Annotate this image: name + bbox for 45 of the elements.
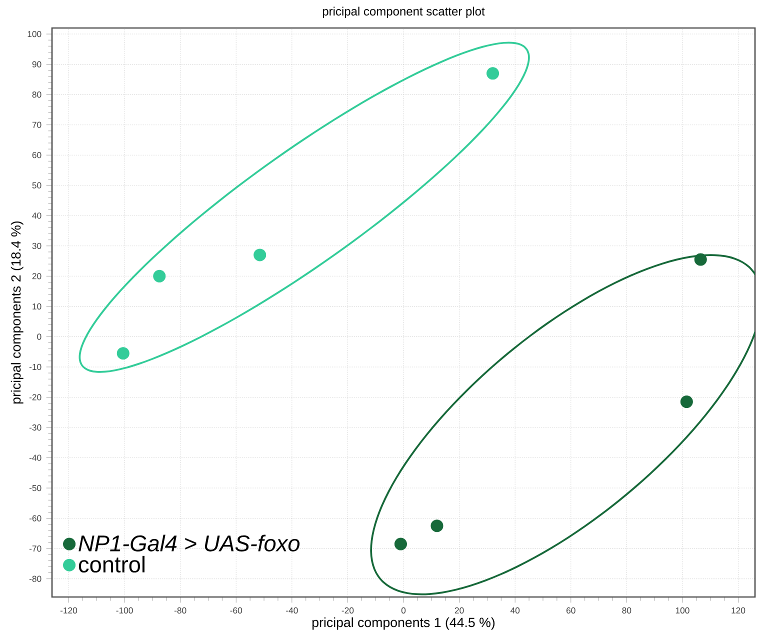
y-tick-label: -20 — [29, 394, 42, 400]
y-tick-label: -50 — [29, 484, 42, 492]
y-tick-label: 80 — [32, 92, 42, 98]
x-tick-label: 60 — [566, 607, 576, 614]
y-tick-label: 20 — [32, 273, 42, 280]
point — [430, 520, 444, 532]
point — [694, 253, 707, 266]
y-tick-label: -10 — [29, 364, 42, 370]
legend-label: control — [78, 556, 144, 573]
x-tick-label: -80 — [174, 607, 186, 614]
point — [394, 538, 407, 550]
x-axis-title: pricipal components 1 (44.5 %) — [312, 617, 495, 630]
y-axis-title: pricipal components 2 (18.4 %) — [10, 221, 24, 404]
x-tick-label: -20 — [342, 607, 354, 614]
x-tick-label: 120 — [732, 607, 746, 614]
y-tick-label: 60 — [32, 152, 42, 158]
x-tick-label: 0 — [401, 607, 406, 614]
point — [486, 67, 500, 80]
y-tick-label: 40 — [32, 212, 42, 219]
y-tick-label: -30 — [29, 424, 42, 431]
x-tick-label: -60 — [230, 607, 242, 614]
x-tick-label: 100 — [676, 607, 690, 614]
y-tick-label: 30 — [32, 242, 42, 249]
y-tick-label: -70 — [29, 546, 42, 552]
point — [116, 347, 130, 360]
y-tick-label: -60 — [29, 515, 42, 522]
x-tick-label: 40 — [510, 607, 520, 614]
point — [153, 270, 166, 282]
x-tick-label: -120 — [60, 607, 78, 614]
point — [254, 248, 266, 262]
y-tick-label: 10 — [32, 303, 42, 310]
y-tick-label: -80 — [29, 576, 42, 582]
chart-title: pricipal component scatter plot — [322, 6, 485, 18]
y-tick-label: 70 — [32, 122, 42, 128]
x-tick-label: 80 — [622, 607, 632, 614]
x-tick-label: -40 — [286, 607, 298, 614]
x-tick-label: 20 — [454, 607, 464, 614]
point — [680, 396, 693, 408]
y-tick-label: 0 — [37, 334, 42, 340]
y-tick-label: 50 — [32, 182, 42, 188]
y-tick-label: 90 — [32, 61, 42, 68]
y-tick-label: -40 — [29, 454, 42, 461]
x-tick-label: -100 — [116, 607, 133, 614]
legend-label: NP1-Gal4 > UAS-foxo — [78, 534, 300, 552]
y-tick-label: 100 — [28, 30, 42, 38]
